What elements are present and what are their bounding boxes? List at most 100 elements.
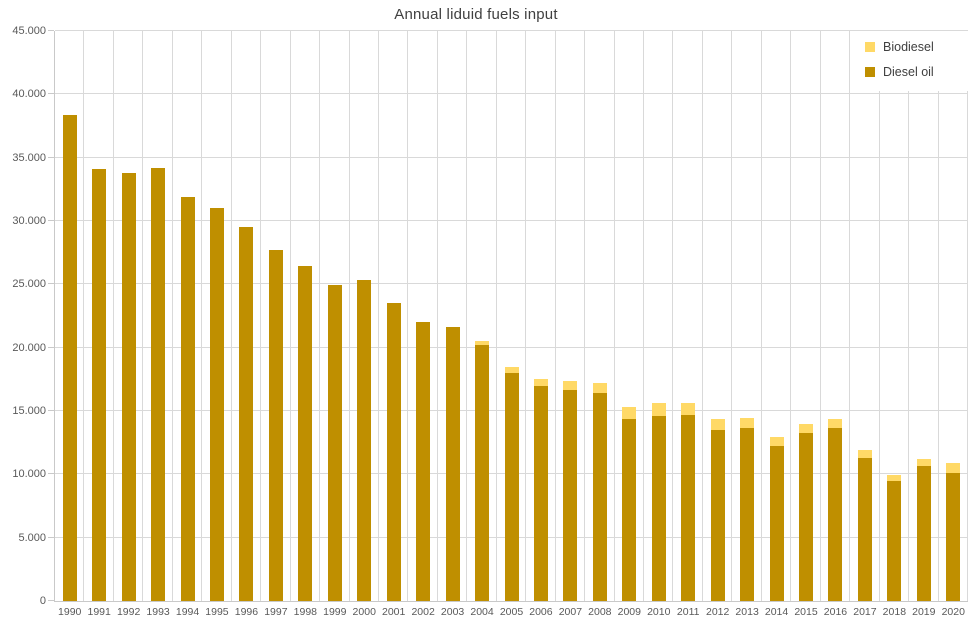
y-axis-tick-label: 0: [39, 595, 46, 607]
x-axis-label-1992: 1992: [116, 606, 141, 618]
bar-1990: [62, 114, 77, 601]
vertical-gridline: [731, 31, 732, 601]
bar-2013-diesel-oil: [740, 428, 755, 601]
bar-2016-diesel-oil: [828, 427, 843, 601]
bar-2000-diesel-oil: [357, 279, 372, 601]
y-axis-tick-label: 25.000: [12, 278, 46, 291]
vertical-gridline: [466, 31, 467, 601]
y-axis-tick: [48, 473, 54, 474]
legend-label-biodiesel: Biodiesel: [883, 40, 934, 54]
bar-2005-diesel-oil: [504, 373, 519, 601]
x-axis-label-2018: 2018: [882, 606, 907, 618]
bar-2008: [592, 383, 607, 601]
x-axis-label-2007: 2007: [558, 606, 583, 618]
bar-2007: [563, 380, 578, 601]
y-axis-tick: [48, 600, 54, 601]
bar-2004-biodiesel: [475, 341, 490, 345]
bar-1991: [92, 169, 107, 601]
x-axis-label-2010: 2010: [647, 606, 671, 618]
bar-2003: [445, 327, 460, 601]
bar-2001: [386, 303, 401, 601]
vertical-gridline: [849, 31, 850, 601]
bar-1999-diesel-oil: [327, 285, 342, 601]
bar-2009-diesel-oil: [622, 419, 637, 601]
bar-2014-diesel-oil: [769, 445, 784, 601]
vertical-gridline: [319, 31, 320, 601]
bar-2005-biodiesel: [504, 366, 519, 373]
bar-1995-diesel-oil: [209, 208, 224, 601]
bar-2011-biodiesel: [681, 403, 696, 415]
bar-1992: [121, 172, 136, 601]
x-axis-label-2013: 2013: [735, 606, 759, 618]
vertical-gridline: [702, 31, 703, 601]
bar-2006-diesel-oil: [533, 385, 548, 601]
horizontal-gridline: [55, 220, 968, 221]
bar-2012-biodiesel: [710, 419, 725, 430]
x-axis-label-1998: 1998: [293, 606, 318, 618]
y-axis-tick-label: 20.000: [12, 341, 46, 354]
x-axis-label-2017: 2017: [853, 606, 877, 618]
bar-2017-biodiesel: [857, 449, 872, 458]
bar-1992-diesel-oil: [121, 172, 136, 601]
y-axis-tick: [48, 283, 54, 284]
bar-2006: [533, 378, 548, 601]
bar-2011-diesel-oil: [681, 414, 696, 601]
x-axis-label-1991: 1991: [87, 606, 111, 618]
bar-2014: [769, 436, 784, 601]
x-axis-label-1993: 1993: [146, 606, 170, 618]
legend-item-biodiesel: Biodiesel: [865, 40, 968, 54]
y-axis-tick: [48, 30, 54, 31]
x-axis-label-2002: 2002: [411, 606, 435, 618]
x-axis-label-2016: 2016: [823, 606, 848, 618]
bar-1993-diesel-oil: [151, 167, 166, 601]
horizontal-gridline: [55, 347, 968, 348]
bar-2009: [622, 407, 637, 601]
bar-1994: [180, 196, 195, 601]
bar-1998: [298, 266, 313, 601]
y-axis-tick-label: 10.000: [12, 468, 46, 481]
bar-2005: [504, 366, 519, 601]
bar-1990-diesel-oil: [62, 114, 77, 601]
vertical-gridline: [908, 31, 909, 601]
x-axis-label-2020: 2020: [941, 606, 965, 618]
vertical-gridline: [260, 31, 261, 601]
bar-1995: [209, 208, 224, 601]
bar-1993: [151, 167, 166, 601]
x-axis-label-2000: 2000: [352, 606, 376, 618]
y-axis-tick: [48, 410, 54, 411]
bar-2018-diesel-oil: [887, 481, 902, 601]
bar-2020-diesel-oil: [946, 473, 961, 601]
legend: Biodiesel Diesel oil: [851, 31, 968, 91]
vertical-gridline: [790, 31, 791, 601]
vertical-gridline: [349, 31, 350, 601]
x-axis-label-1999: 1999: [323, 606, 347, 618]
bar-2010-biodiesel: [651, 403, 666, 417]
bar-2007-diesel-oil: [563, 390, 578, 601]
x-axis-label-2003: 2003: [440, 606, 465, 618]
vertical-gridline: [584, 31, 585, 601]
vertical-gridline: [820, 31, 821, 601]
horizontal-gridline: [55, 93, 968, 94]
bar-2019: [916, 458, 931, 601]
x-axis-label-2006: 2006: [529, 606, 553, 618]
bar-1996: [239, 226, 254, 601]
y-axis-tick: [48, 93, 54, 94]
x-axis-label-2004: 2004: [470, 606, 494, 618]
legend-item-diesel-oil: Diesel oil: [865, 65, 968, 79]
vertical-gridline: [643, 31, 644, 601]
bar-2007-biodiesel: [563, 380, 578, 391]
vertical-gridline: [437, 31, 438, 601]
chart-title: Annual liduid fuels input: [394, 6, 558, 23]
x-axis-label-2009: 2009: [617, 606, 641, 618]
y-axis-tick-label: 40.000: [12, 88, 46, 101]
vertical-gridline: [142, 31, 143, 601]
bar-1996-diesel-oil: [239, 226, 254, 601]
x-axis-label-1994: 1994: [175, 606, 200, 618]
y-axis-tick-label: 30.000: [12, 215, 46, 227]
vertical-gridline: [407, 31, 408, 601]
bar-2004-diesel-oil: [475, 344, 490, 601]
vertical-gridline: [378, 31, 379, 601]
bar-2014-biodiesel: [769, 436, 784, 446]
bar-2015-diesel-oil: [799, 433, 814, 601]
